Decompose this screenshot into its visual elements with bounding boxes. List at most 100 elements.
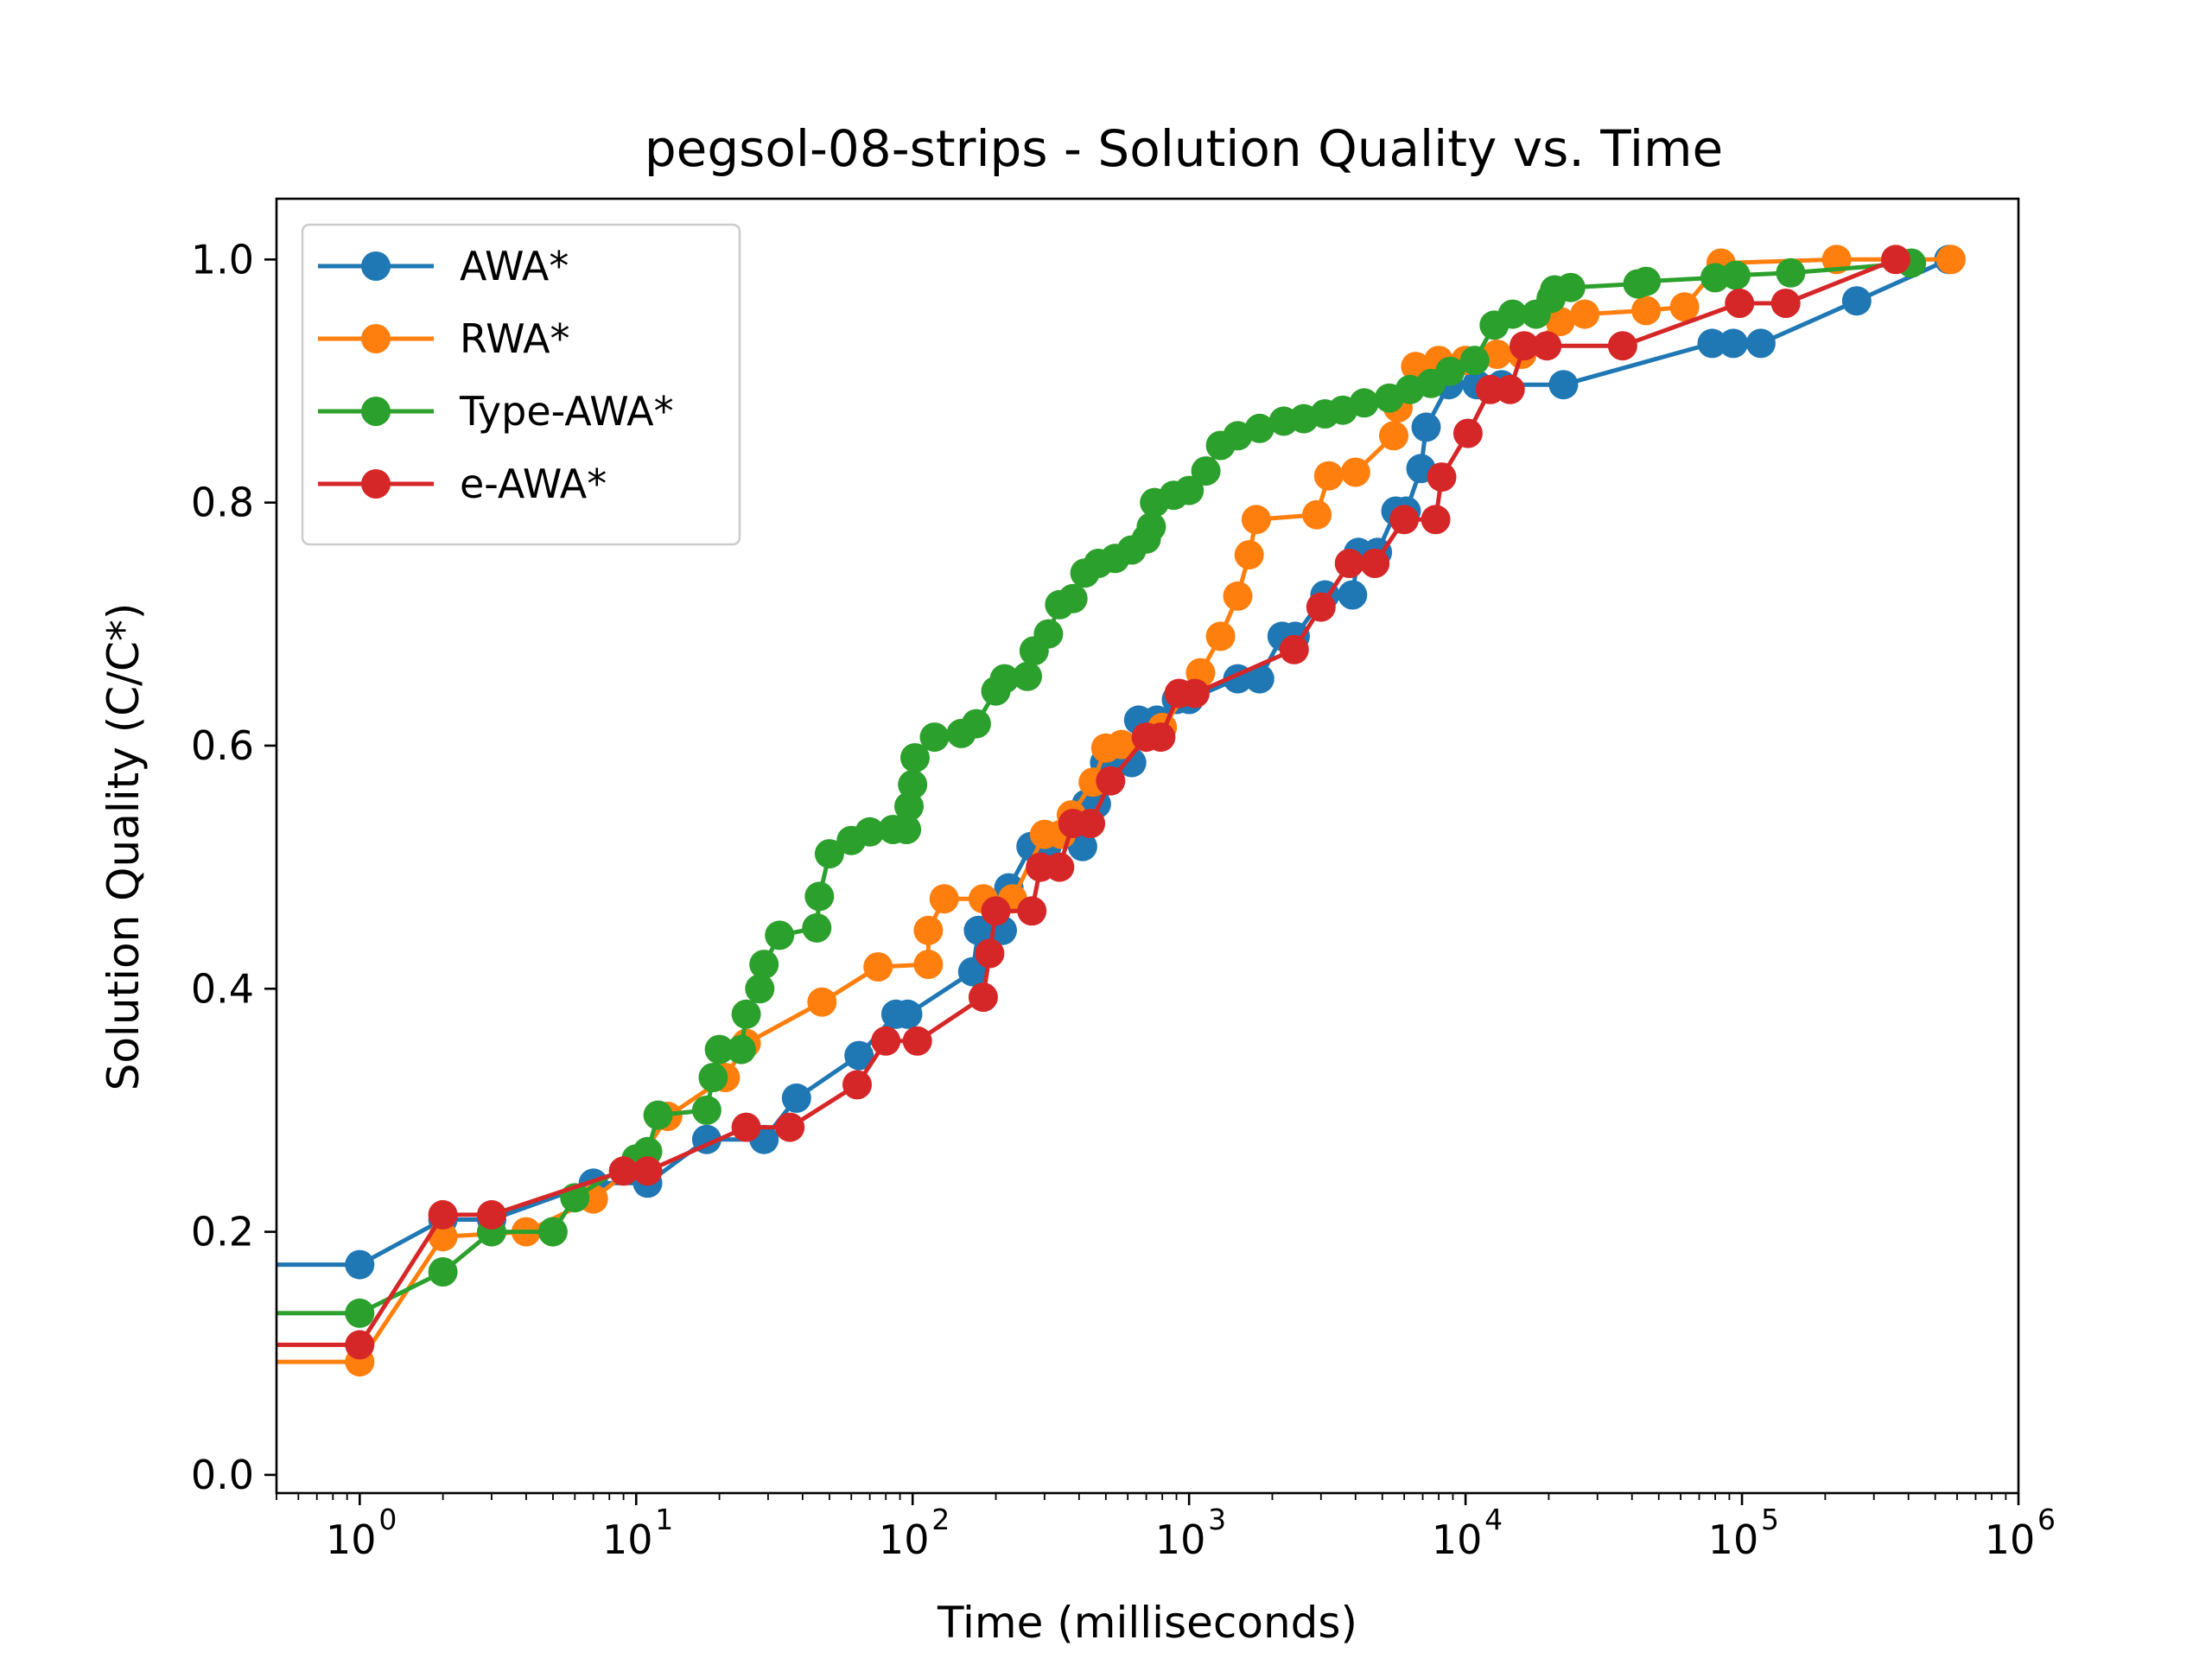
- point-e-awa: [1881, 245, 1910, 275]
- legend-entry: Type-AWA*: [318, 388, 674, 435]
- point-type-awa: [989, 664, 1020, 694]
- point-awa: [1067, 831, 1097, 861]
- point-type-awa: [1349, 388, 1379, 418]
- x-tick-label: 10: [1708, 1516, 1759, 1563]
- point-awa: [963, 915, 994, 945]
- point-e-awa: [1389, 505, 1420, 535]
- legend: AWA* RWA* Type-AWA* e-AWA*: [301, 223, 741, 546]
- point-e-awa: [477, 1199, 506, 1230]
- point-e-awa: [1045, 852, 1075, 882]
- point-e-awa: [1076, 809, 1106, 838]
- point-type-awa: [804, 881, 835, 912]
- point-type-awa: [894, 791, 924, 822]
- legend-swatch-marker: [361, 324, 391, 353]
- point-e-awa: [1427, 462, 1457, 493]
- legend-label: AWA*: [460, 243, 569, 289]
- point-type-awa: [1497, 299, 1528, 329]
- point-type-awa: [961, 709, 991, 739]
- point-e-awa: [1279, 634, 1309, 664]
- y-tick-label: 0.0: [191, 1452, 254, 1498]
- point-e-awa: [1096, 766, 1126, 796]
- x-tick-label: 10: [1432, 1516, 1483, 1563]
- x-tick-label: 10: [1155, 1516, 1206, 1563]
- legend-label: Type-AWA*: [459, 388, 674, 435]
- point-e-awa: [1179, 678, 1210, 709]
- point-rwa: [1223, 581, 1253, 611]
- series-type-awa: [276, 248, 1927, 1328]
- y-tick-label: 0.8: [191, 480, 254, 526]
- point-rwa: [913, 915, 944, 945]
- point-type-awa: [731, 999, 761, 1029]
- point-rwa: [1107, 729, 1136, 760]
- y-tick-label: 0.2: [191, 1209, 254, 1255]
- point-awa: [1338, 580, 1368, 610]
- axes: 10 0 10 1 10 2 10 3 10 4 10 5 10 60.00.20.40.60.81.0: [191, 236, 2056, 1563]
- point-rwa: [1570, 299, 1600, 329]
- point-rwa: [863, 952, 893, 982]
- legend-box: [301, 223, 741, 546]
- point-type-awa: [428, 1257, 458, 1287]
- point-awa: [1548, 370, 1579, 400]
- point-rwa: [1241, 505, 1271, 535]
- x-tick-exponent: 1: [655, 1503, 673, 1536]
- point-rwa: [1340, 457, 1370, 487]
- legend-entry: RWA*: [318, 315, 570, 362]
- point-e-awa: [775, 1112, 805, 1142]
- point-e-awa: [981, 896, 1011, 926]
- axes-frame: [275, 197, 2020, 1495]
- point-type-awa: [1555, 272, 1586, 302]
- point-awa: [345, 1249, 375, 1280]
- point-rwa: [1936, 245, 1966, 275]
- y-tick-label: 1.0: [191, 236, 254, 283]
- point-type-awa: [802, 912, 832, 943]
- point-type-awa: [1244, 413, 1274, 443]
- x-tick-exponent: 6: [2037, 1503, 2056, 1536]
- point-type-awa: [765, 920, 795, 950]
- point-e-awa: [428, 1199, 458, 1230]
- legend-label: RWA*: [460, 315, 570, 362]
- point-awa: [781, 1083, 811, 1113]
- point-rwa: [913, 950, 944, 980]
- point-e-awa: [1770, 289, 1801, 318]
- x-axis-label: Time (milliseconds): [937, 1598, 1357, 1648]
- point-type-awa: [814, 839, 844, 869]
- series-e-awa: [276, 245, 1910, 1360]
- point-e-awa: [975, 938, 1005, 969]
- point-awa: [1244, 664, 1274, 694]
- point-e-awa: [345, 1330, 375, 1360]
- x-tick-exponent: 5: [1761, 1503, 1779, 1536]
- point-e-awa: [842, 1070, 872, 1100]
- point-e-awa: [1725, 289, 1755, 318]
- point-rwa: [1482, 340, 1512, 369]
- point-type-awa: [898, 770, 928, 799]
- y-tick-label: 0.6: [191, 722, 254, 769]
- point-type-awa: [345, 1298, 375, 1328]
- x-tick-label: 10: [326, 1516, 377, 1563]
- point-rwa: [1205, 621, 1236, 652]
- point-e-awa: [871, 1026, 901, 1056]
- point-e-awa: [1532, 331, 1562, 361]
- point-type-awa: [698, 1063, 728, 1092]
- point-type-awa: [1191, 456, 1221, 486]
- legend-swatch-marker: [361, 251, 391, 281]
- point-type-awa: [900, 743, 930, 772]
- x-tick-exponent: 2: [931, 1503, 950, 1536]
- point-rwa: [1631, 296, 1662, 326]
- point-e-awa: [1360, 549, 1390, 578]
- point-rwa: [1545, 307, 1575, 337]
- point-type-awa: [855, 817, 885, 847]
- point-type-awa: [1435, 356, 1465, 386]
- point-type-awa: [643, 1100, 673, 1130]
- point-type-awa: [892, 815, 922, 844]
- point-e-awa: [1146, 722, 1176, 753]
- point-type-awa: [919, 722, 950, 753]
- point-e-awa: [1017, 896, 1047, 926]
- point-e-awa: [902, 1026, 932, 1056]
- point-type-awa: [1033, 619, 1064, 649]
- point-e-awa: [1421, 505, 1451, 535]
- point-rwa: [1234, 540, 1264, 570]
- legend-entry: e-AWA*: [318, 461, 607, 507]
- legend-entry: AWA*: [318, 243, 569, 289]
- point-type-awa: [1459, 346, 1490, 376]
